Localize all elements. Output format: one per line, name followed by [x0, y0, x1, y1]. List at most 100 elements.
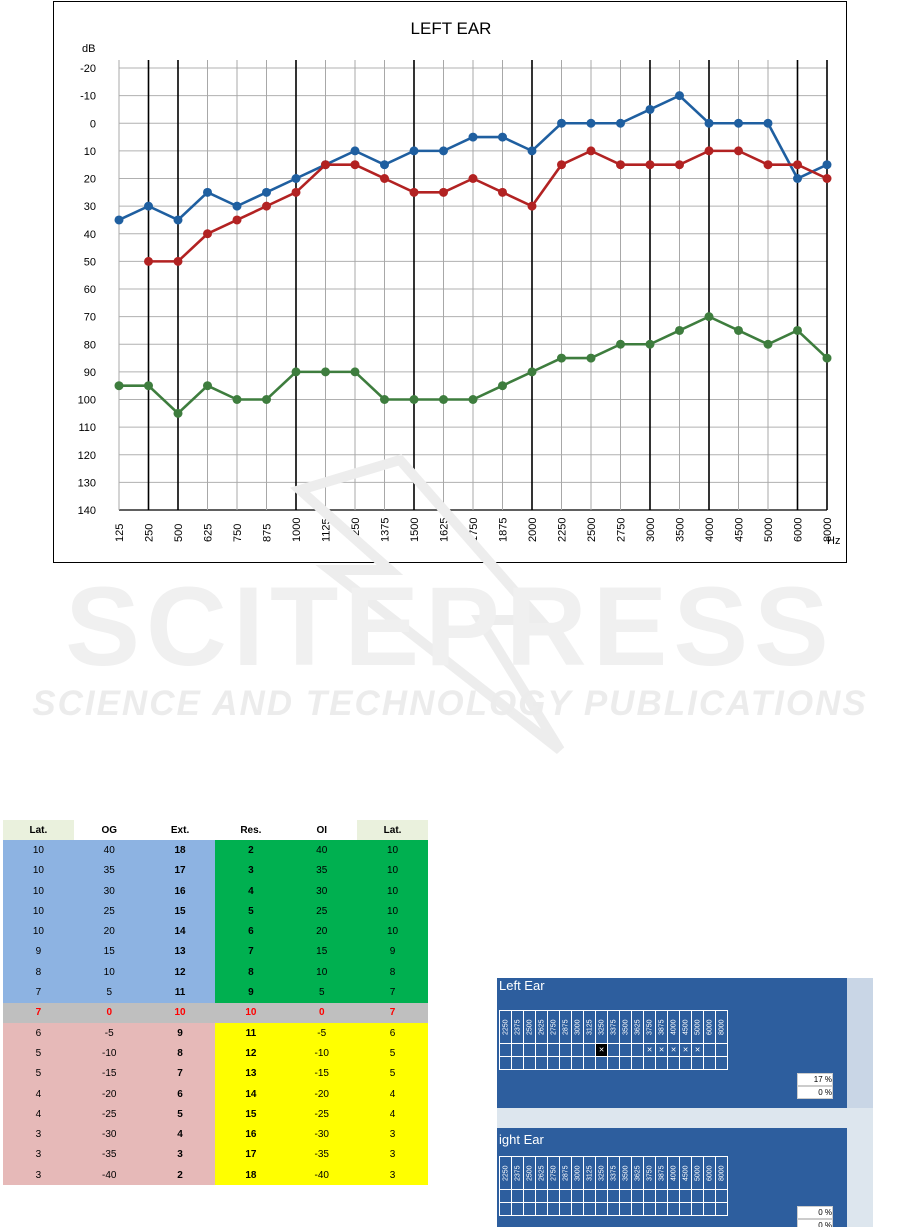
freq-cell: 2750 — [547, 1010, 560, 1044]
mark-cell[interactable] — [643, 1189, 656, 1203]
mark-cell[interactable] — [631, 1056, 644, 1070]
mark-cell[interactable] — [499, 1043, 512, 1057]
mark-cell[interactable] — [559, 1043, 572, 1057]
mark-cell[interactable] — [571, 1189, 584, 1203]
mark-cell[interactable] — [667, 1189, 680, 1203]
mark-cell[interactable] — [691, 1202, 704, 1216]
mark-cell[interactable] — [499, 1056, 512, 1070]
mark-cell[interactable] — [583, 1056, 596, 1070]
mark-cell[interactable] — [523, 1202, 536, 1216]
mark-cell[interactable] — [595, 1189, 608, 1203]
mark-cell[interactable]: ✕ — [679, 1043, 692, 1057]
table-cell: 7 — [357, 1002, 428, 1023]
y-axis-label: dB — [82, 43, 95, 55]
mark-cell[interactable] — [619, 1202, 632, 1216]
table-cell: 7 — [3, 1002, 74, 1023]
mark-cell[interactable]: ✕ — [655, 1043, 668, 1057]
mark-cell[interactable] — [619, 1043, 632, 1057]
mark-cell[interactable] — [631, 1202, 644, 1216]
mark-cell[interactable] — [535, 1056, 548, 1070]
table-cell: 13 — [215, 1063, 287, 1084]
mark-cell[interactable] — [607, 1056, 620, 1070]
mark-cell[interactable] — [703, 1202, 716, 1216]
mark-cell[interactable] — [547, 1189, 560, 1203]
data-point — [822, 353, 832, 363]
mark-cell[interactable] — [535, 1043, 548, 1057]
mark-cell[interactable] — [607, 1189, 620, 1203]
mark-cell[interactable] — [703, 1056, 716, 1070]
mark-cell[interactable] — [691, 1189, 704, 1203]
mark-cell[interactable] — [607, 1043, 620, 1057]
mark-cell[interactable] — [511, 1189, 524, 1203]
mark-cell[interactable] — [571, 1202, 584, 1216]
mark-cell[interactable]: ✕ — [595, 1043, 608, 1057]
mark-cell[interactable] — [571, 1056, 584, 1070]
mark-cell[interactable] — [679, 1056, 692, 1070]
freq-cell: 2500 — [523, 1010, 536, 1044]
mark-cell[interactable] — [679, 1189, 692, 1203]
left-ear-grid: 2250 2375 2500 2625 2750 2875 3000 3125 3250 3375… — [499, 1010, 728, 1070]
mark-cell[interactable] — [655, 1202, 668, 1216]
mark-cell[interactable] — [631, 1189, 644, 1203]
mark-cell[interactable] — [523, 1189, 536, 1203]
mark-cell[interactable] — [547, 1056, 560, 1070]
mark-cell[interactable] — [559, 1189, 572, 1203]
table-cell: 0 — [73, 1002, 145, 1023]
mark-cell[interactable] — [535, 1202, 548, 1216]
mark-cell[interactable] — [715, 1043, 728, 1057]
left-panel-side — [847, 978, 873, 1108]
x-tick-label: 875 — [262, 524, 274, 542]
mark-cell[interactable] — [715, 1189, 728, 1203]
mark-cell[interactable] — [559, 1056, 572, 1070]
mark-cell[interactable] — [655, 1056, 668, 1070]
mark-cell[interactable] — [667, 1056, 680, 1070]
table-cell: -30 — [73, 1124, 145, 1145]
mark-cell[interactable] — [643, 1056, 656, 1070]
mark-cell[interactable] — [511, 1202, 524, 1216]
mark-cell[interactable] — [679, 1202, 692, 1216]
data-point — [822, 160, 832, 170]
table-cell: 18 — [215, 1165, 287, 1186]
mark-cell[interactable] — [715, 1056, 728, 1070]
mark-cell[interactable] — [523, 1056, 536, 1070]
table-cell: -5 — [73, 1022, 145, 1044]
mark-cell[interactable] — [595, 1202, 608, 1216]
mark-cell[interactable] — [547, 1202, 560, 1216]
mark-cell[interactable] — [691, 1056, 704, 1070]
mark-cell[interactable] — [631, 1043, 644, 1057]
mark-cell[interactable] — [499, 1202, 512, 1216]
mark-cell[interactable]: ✕ — [643, 1043, 656, 1057]
data-point — [439, 395, 448, 404]
mark-cell[interactable] — [523, 1043, 536, 1057]
mark-cell[interactable] — [667, 1202, 680, 1216]
table-cell: 10 — [357, 901, 428, 922]
data-point — [704, 146, 714, 156]
mark-cell[interactable] — [703, 1043, 716, 1057]
mark-cell[interactable] — [535, 1189, 548, 1203]
mark-cell[interactable] — [619, 1056, 632, 1070]
mark-cell[interactable] — [571, 1043, 584, 1057]
mark-cell[interactable] — [511, 1056, 524, 1070]
freq-cell: 5000 — [691, 1156, 704, 1190]
x-tick-label: 4500 — [734, 518, 746, 542]
mark-cell[interactable] — [511, 1043, 524, 1057]
data-point — [645, 339, 655, 349]
mark-cell[interactable] — [607, 1202, 620, 1216]
mark-cell[interactable] — [583, 1202, 596, 1216]
latency-table: Lat. OG Ext. Res. OI Lat. 10 40 18 2 40 10 10 3… — [3, 820, 428, 1186]
mark-cell[interactable]: ✕ — [667, 1043, 680, 1057]
mark-cell[interactable] — [583, 1189, 596, 1203]
mark-cell[interactable] — [643, 1202, 656, 1216]
table-cell: 18 — [144, 840, 216, 861]
mark-cell[interactable] — [655, 1189, 668, 1203]
mark-cell[interactable] — [715, 1202, 728, 1216]
mark-cell[interactable] — [583, 1043, 596, 1057]
mark-cell[interactable] — [619, 1189, 632, 1203]
table-cell: 16 — [144, 880, 216, 902]
mark-cell[interactable] — [547, 1043, 560, 1057]
mark-cell[interactable] — [559, 1202, 572, 1216]
mark-cell[interactable] — [595, 1056, 608, 1070]
mark-cell[interactable]: ✕ — [691, 1043, 704, 1057]
mark-cell[interactable] — [499, 1189, 512, 1203]
mark-cell[interactable] — [703, 1189, 716, 1203]
